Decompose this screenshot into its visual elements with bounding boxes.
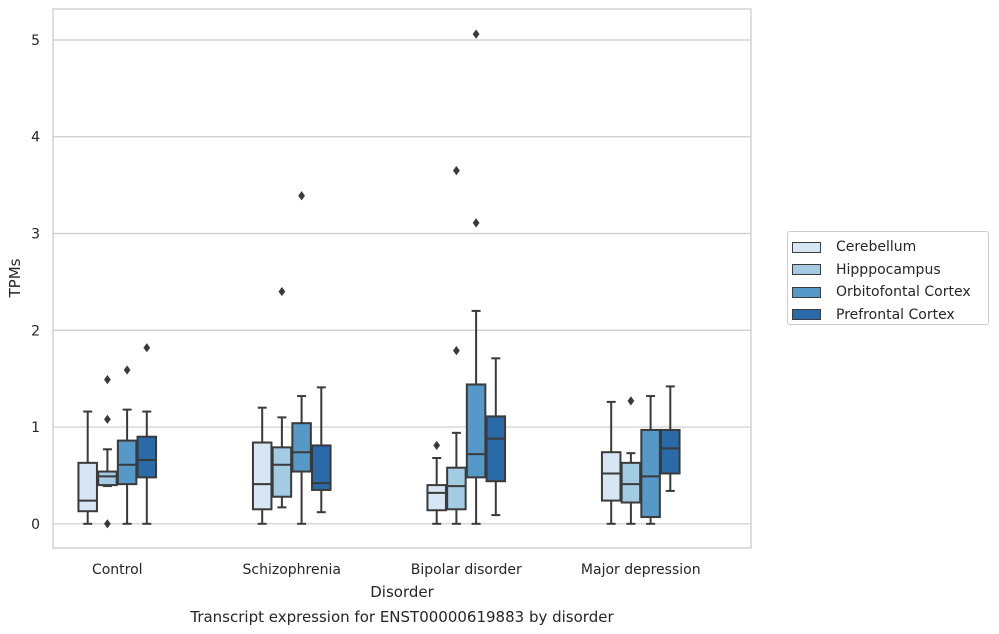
legend-swatch xyxy=(792,286,821,298)
box-plot xyxy=(640,395,661,525)
y-tick-label: 4 xyxy=(31,130,40,146)
box-plot xyxy=(77,410,98,525)
y-tick-label: 5 xyxy=(31,33,40,49)
x-tick-label: Schizophrenia xyxy=(243,562,341,578)
outlier-point xyxy=(278,286,286,297)
box-plot xyxy=(291,191,312,525)
outlier-point xyxy=(472,218,480,228)
box xyxy=(640,428,661,519)
box xyxy=(116,439,138,486)
tick-labels: 0 1 2 3 4 5 Control Schizophrenia Bipolar disord… xyxy=(31,33,701,578)
box-plot xyxy=(311,386,332,514)
box xyxy=(426,484,447,512)
legend: Cerebellum Hipppocampus Orbitofontal Corte… xyxy=(787,231,989,325)
box-plot xyxy=(446,166,467,525)
box-plot xyxy=(600,400,622,525)
legend-item: Prefrontal Cortex xyxy=(792,304,988,327)
legend-label: Hipppocampus xyxy=(836,261,941,278)
box-plot xyxy=(426,440,447,525)
box xyxy=(600,451,622,502)
legend-swatch xyxy=(792,309,821,321)
y-tick-label: 2 xyxy=(31,323,40,339)
box xyxy=(136,435,158,479)
outlier-point xyxy=(104,375,111,385)
box xyxy=(620,461,642,504)
x-tick-label: Bipolar disorder xyxy=(411,562,522,578)
legend-item: Hipppocampus xyxy=(792,259,988,282)
box-plot xyxy=(97,375,118,529)
legend-label: Orbitofontal Cortex xyxy=(836,284,971,301)
box xyxy=(291,422,312,473)
x-tick-label: Control xyxy=(92,562,143,578)
y-tick-label: 0 xyxy=(31,517,40,533)
box xyxy=(465,383,487,479)
outlier-point xyxy=(472,29,480,39)
outlier-point xyxy=(453,345,460,356)
outlier-point xyxy=(104,414,111,424)
legend-label: Cerebellum xyxy=(836,239,917,256)
legend-swatch xyxy=(792,264,821,276)
outlier-point xyxy=(298,191,305,201)
box-plot xyxy=(251,406,273,525)
box-plot xyxy=(465,29,487,525)
y-tick-label: 1 xyxy=(31,420,40,436)
legend-swatch xyxy=(792,241,821,253)
x-axis-label: Disorder xyxy=(370,583,434,601)
outlier-point xyxy=(627,396,635,406)
chart-caption: Transcript expression for ENST0000061988… xyxy=(189,608,614,626)
outlier-point xyxy=(143,343,151,353)
outlier-point xyxy=(453,166,460,176)
box-plot xyxy=(660,385,681,492)
legend-item: Cerebellum xyxy=(792,236,988,259)
box xyxy=(485,415,507,483)
box-plots xyxy=(77,29,681,529)
axes: TPMs Disorder Transcript expression for … xyxy=(6,8,752,626)
box-plot xyxy=(136,343,158,525)
legend-label: Prefrontal Cortex xyxy=(836,306,955,323)
plot-frame xyxy=(52,8,752,549)
outlier-point xyxy=(433,440,441,451)
box xyxy=(446,466,467,511)
y-axis-label: TPMs xyxy=(6,258,24,298)
x-tick-label: Major depression xyxy=(581,562,701,578)
outlier-point xyxy=(123,365,131,375)
box xyxy=(97,470,118,487)
box xyxy=(77,461,98,513)
legend-item: Orbitofontal Cortex xyxy=(792,281,988,304)
box-plot xyxy=(485,357,507,517)
box xyxy=(660,428,681,475)
box-plot xyxy=(620,396,642,525)
box-plot xyxy=(116,365,138,525)
outlier-point xyxy=(104,519,111,529)
box-plot xyxy=(271,286,293,509)
box xyxy=(311,444,332,491)
y-tick-label: 3 xyxy=(31,227,40,243)
box xyxy=(271,446,293,498)
box xyxy=(251,441,273,511)
